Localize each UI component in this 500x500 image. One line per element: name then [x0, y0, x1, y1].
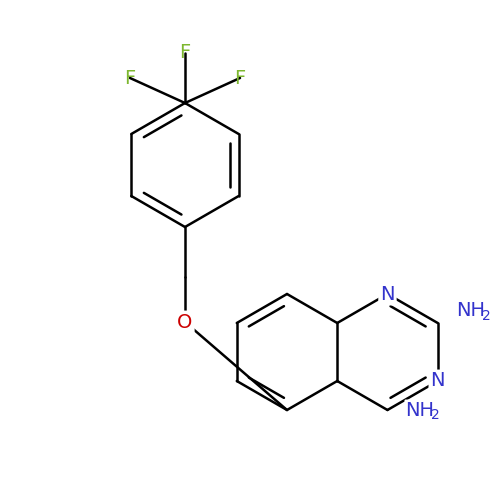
Text: F: F	[234, 68, 246, 87]
Text: 2: 2	[432, 408, 440, 422]
Text: O: O	[178, 312, 192, 332]
Text: N: N	[380, 284, 394, 304]
Text: F: F	[124, 68, 136, 87]
Text: 2: 2	[482, 309, 490, 323]
Text: F: F	[180, 44, 190, 62]
Text: NH: NH	[456, 302, 484, 320]
Text: NH: NH	[406, 400, 434, 419]
Text: N: N	[430, 372, 445, 390]
